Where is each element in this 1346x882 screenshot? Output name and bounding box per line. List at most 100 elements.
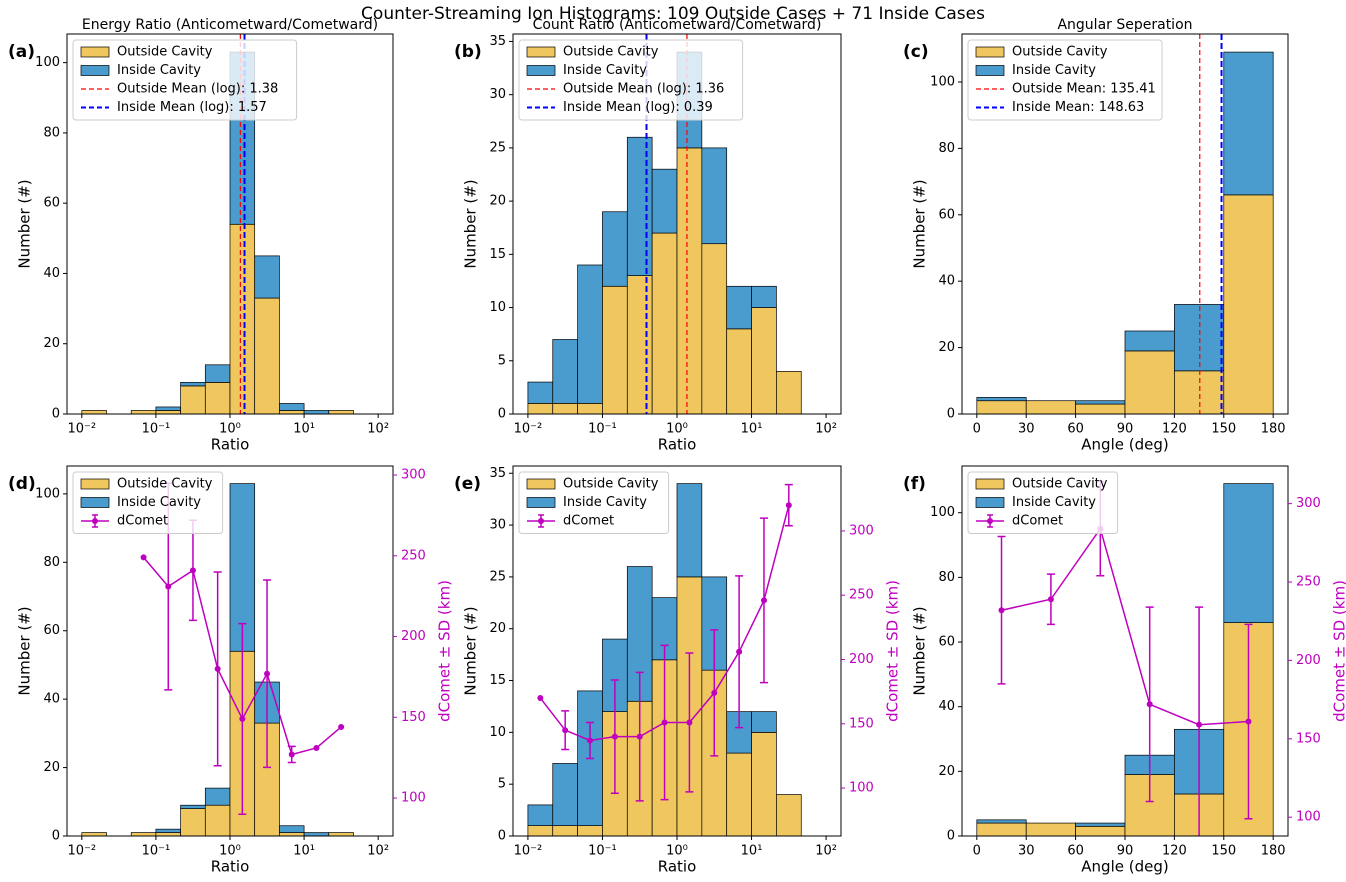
- y-tick-label: 0: [947, 829, 955, 844]
- bar-outside: [328, 832, 354, 836]
- bar-outside: [180, 385, 206, 414]
- bar-outside: [229, 223, 256, 414]
- bar-inside: [180, 804, 206, 809]
- bar-outside: [527, 825, 554, 836]
- legend-marker: [538, 518, 544, 524]
- y-tick-label: 0: [52, 407, 60, 422]
- bar-outside: [726, 328, 752, 414]
- dcomet-point: [998, 607, 1005, 614]
- y-tick-label: 100: [35, 486, 60, 501]
- y-tick-label: 0: [498, 407, 506, 422]
- bar-inside: [155, 828, 181, 833]
- y-tick-label: 5: [498, 777, 506, 792]
- y-tick-label: 20: [489, 621, 506, 636]
- x-tick-label: 10⁻²: [514, 844, 543, 859]
- bar-inside: [552, 339, 578, 404]
- bar-outside: [1223, 194, 1274, 414]
- y2-tick-label: 250: [401, 548, 426, 563]
- legend-box: [518, 471, 670, 534]
- x-axis-label: Ratio: [658, 858, 697, 876]
- bar-inside: [602, 211, 628, 287]
- x-tick-label: 10²: [367, 844, 389, 859]
- y-tick-label: 25: [489, 569, 506, 584]
- dcomet-point: [562, 727, 569, 734]
- dcomet-line: [1001, 526, 1249, 726]
- bar-outside: [751, 732, 777, 836]
- bar-inside: [726, 285, 752, 330]
- x-tick-label: 0: [973, 844, 981, 859]
- legend-label: Outside Cavity: [117, 477, 213, 492]
- x-tick-label: 60: [1067, 422, 1084, 437]
- legend-swatch: [975, 478, 1005, 490]
- bar-outside: [155, 410, 181, 414]
- y-tick-label: 100: [930, 505, 955, 520]
- y2-tick-label: 250: [849, 588, 874, 603]
- legend-label: Outside Cavity: [1012, 477, 1108, 492]
- dcomet-point: [736, 648, 743, 655]
- legend-label: dComet: [563, 514, 614, 529]
- bar-outside: [776, 371, 802, 414]
- bar-inside: [303, 410, 330, 414]
- y2-tick-label: 200: [849, 652, 874, 667]
- y-tick-label: 10: [489, 300, 506, 315]
- bar-inside: [976, 397, 1027, 402]
- x-axis-label: Angle (deg): [1081, 858, 1168, 876]
- bar-inside: [254, 255, 280, 299]
- bar-inside: [527, 381, 554, 404]
- plot-area: [976, 34, 1274, 414]
- dcomet-point: [686, 719, 693, 726]
- legend-swatch: [526, 478, 556, 490]
- bar-inside: [701, 147, 728, 245]
- bar-outside: [1075, 825, 1126, 836]
- y-axis-label: Number (#): [911, 179, 929, 268]
- x-tick-label: 10⁰: [219, 844, 241, 859]
- bar-outside: [180, 808, 206, 836]
- y2-tick-label: 300: [401, 468, 426, 483]
- panel-label: (e): [454, 474, 481, 494]
- y2-tick-label: 200: [1296, 653, 1321, 668]
- legend-label: Inside Mean (log): 0.39: [563, 100, 713, 115]
- x-axis-label: Ratio: [211, 858, 250, 876]
- bar-inside: [1124, 330, 1175, 352]
- dcomet-point: [1047, 596, 1054, 603]
- bar-inside: [751, 285, 777, 308]
- y-tick-label: 40: [938, 274, 955, 289]
- y-tick-label: 40: [938, 699, 955, 714]
- x-tick-label: 10⁻²: [68, 844, 97, 859]
- bar-inside: [303, 832, 330, 836]
- bar-outside: [279, 410, 305, 414]
- y-tick-label: 100: [35, 55, 60, 70]
- dcomet-point: [537, 695, 544, 702]
- dcomet-point: [587, 737, 594, 744]
- bar-inside: [651, 168, 678, 234]
- legend-box: [72, 39, 298, 121]
- y-tick-label: 60: [938, 635, 955, 650]
- bar-outside: [726, 752, 752, 836]
- legend-label: Inside Cavity: [563, 495, 647, 510]
- legend-swatch: [80, 46, 110, 58]
- dcomet-point: [760, 597, 767, 604]
- dcomet-point: [1146, 701, 1153, 708]
- y-tick-label: 60: [938, 207, 955, 222]
- legend-label: Outside Cavity: [1012, 45, 1108, 60]
- legend-box: [967, 471, 1119, 534]
- y2-tick-label: 300: [1296, 496, 1321, 511]
- figure-title: Counter-Streaming Ion Histograms: 109 Ou…: [361, 4, 985, 24]
- legend-label: Inside Cavity: [1012, 63, 1096, 78]
- panel-label: (b): [454, 42, 482, 62]
- bar-outside: [1025, 822, 1076, 836]
- plot-area: [81, 482, 354, 836]
- bar-inside: [1223, 51, 1274, 196]
- legend-label: dComet: [1012, 514, 1063, 529]
- dcomet-point: [661, 719, 668, 726]
- panel-label: (c): [903, 42, 929, 62]
- plot-area: [527, 483, 802, 836]
- bar-inside: [155, 406, 181, 411]
- y-tick-label: 100: [930, 74, 955, 89]
- legend-swatch: [80, 497, 110, 508]
- legend-label: Inside Cavity: [117, 495, 201, 510]
- axes-title: Angular Seperation: [1057, 17, 1192, 33]
- bar-inside: [180, 382, 206, 387]
- x-tick-label: 150: [1211, 844, 1236, 859]
